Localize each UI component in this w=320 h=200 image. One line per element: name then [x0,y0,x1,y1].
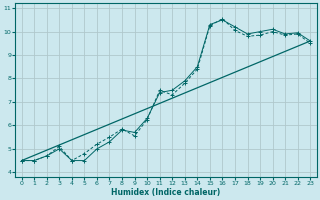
X-axis label: Humidex (Indice chaleur): Humidex (Indice chaleur) [111,188,220,197]
